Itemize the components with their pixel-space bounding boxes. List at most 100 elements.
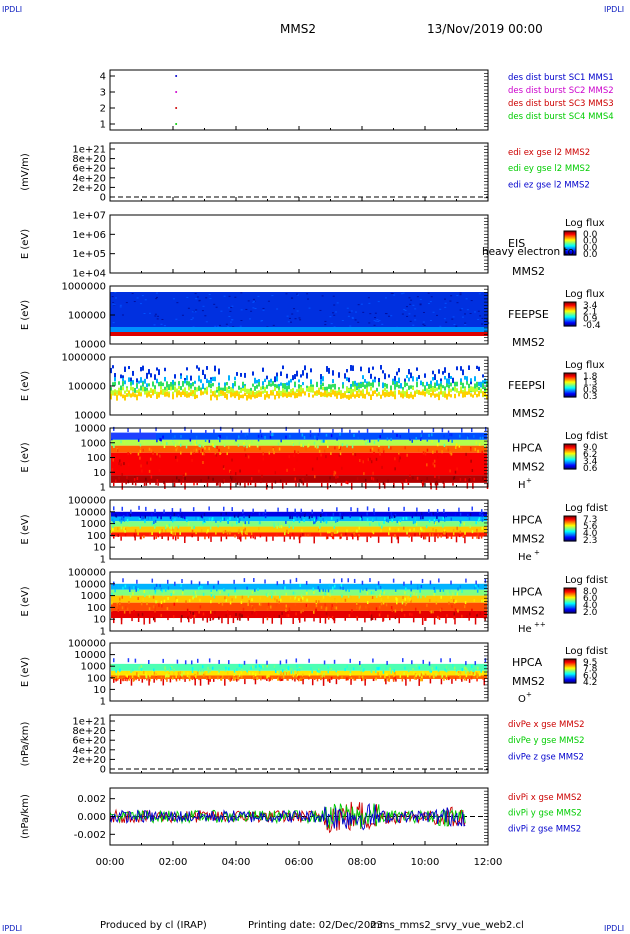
hpca-speck xyxy=(229,615,231,619)
hpca-speck xyxy=(416,584,419,588)
hpca-speck xyxy=(212,444,215,448)
hpca-speck xyxy=(186,674,189,678)
colorbar-cell xyxy=(564,373,576,376)
feepse-speck xyxy=(404,309,407,311)
colorbar-cell xyxy=(564,448,576,450)
hpca-speck xyxy=(287,677,289,681)
hpca-spike-low xyxy=(313,618,315,622)
feepsi-pixel xyxy=(250,390,252,396)
colorbar-tick-feepse: 0.9 xyxy=(583,314,598,324)
hpca-speck xyxy=(238,528,240,532)
hpca-spike xyxy=(295,577,298,582)
hpca-speck xyxy=(384,517,386,521)
ytick-label-hpca_he: 100000 xyxy=(68,496,106,507)
hpca-speck xyxy=(377,667,379,671)
hpca-speck xyxy=(438,519,440,523)
feepsi-pixel xyxy=(110,393,112,400)
hpca-speck xyxy=(303,436,306,440)
hpca-speck xyxy=(362,441,364,445)
hpca-speck xyxy=(162,435,164,439)
colorbar-cell xyxy=(564,311,576,313)
feepsi-pixel xyxy=(160,386,162,390)
colorbar-cell xyxy=(564,667,576,669)
feepsi-pixel xyxy=(238,385,240,390)
feepse-speck xyxy=(435,314,438,316)
feepsi-pixel xyxy=(164,392,166,397)
hpca-speck xyxy=(388,532,390,536)
hpca-speck xyxy=(126,607,129,611)
hpca-speck xyxy=(338,445,340,449)
hpca-speck xyxy=(181,615,183,619)
colorbar-tick-feepsi: 0.8 xyxy=(583,385,598,395)
feepse-speck xyxy=(296,310,299,312)
hpca-speck xyxy=(219,439,221,443)
hpca-speck xyxy=(137,596,139,600)
hpca-speck xyxy=(314,676,316,680)
feepsi-pixel xyxy=(146,383,148,388)
feepsi-pixel xyxy=(408,369,410,375)
ylabel-divpi: (nPa/km) xyxy=(20,794,31,839)
hpca-band xyxy=(111,445,487,453)
hpca-speck xyxy=(274,597,276,601)
feepsi-pixel xyxy=(312,386,314,393)
hpca-spike xyxy=(286,507,289,512)
feepsi-pixel xyxy=(394,376,396,382)
hpca-speck xyxy=(245,672,248,676)
hpca-speck xyxy=(229,517,231,521)
hpca-speck xyxy=(385,666,387,670)
colorbar-tick-hpca_o: 4.2 xyxy=(583,678,597,688)
hpca-speck xyxy=(243,515,245,519)
hpca-speck xyxy=(280,598,282,602)
colorbar-cell xyxy=(564,374,576,376)
feepsi-pixel xyxy=(398,384,400,389)
hpca-spike-low xyxy=(143,482,146,486)
hpca-speck xyxy=(464,667,467,671)
ylabel-feepse: E (eV) xyxy=(20,300,31,330)
hpca-speck xyxy=(403,672,405,676)
hpca-spike xyxy=(443,508,445,513)
feepsi-pixel xyxy=(444,386,446,391)
hpca-speck xyxy=(133,532,136,536)
hpca-speck xyxy=(201,448,204,452)
hpca-speck xyxy=(227,519,229,523)
hpca-speck xyxy=(295,598,297,602)
hpca-speck xyxy=(413,671,415,675)
hpca-speck xyxy=(433,459,436,463)
feepsi-pixel xyxy=(424,391,426,397)
hpca-spike-low xyxy=(357,536,359,541)
hpca-speck xyxy=(278,614,281,618)
hpca-speck xyxy=(214,444,216,448)
hpca-speck xyxy=(335,600,338,604)
hpca-spike xyxy=(392,430,394,435)
hpca-speck xyxy=(165,673,168,677)
hpca-speck xyxy=(477,673,479,677)
colorbar-tick-eis: 0.0 xyxy=(583,243,598,253)
hpca-speck xyxy=(458,444,461,448)
hpca-speck xyxy=(309,585,311,589)
hpca-speck xyxy=(180,481,183,485)
hpca-speck xyxy=(220,512,222,516)
hpca-spike-low xyxy=(229,482,232,490)
colorbar-cell xyxy=(564,516,576,518)
hpca-speck xyxy=(454,677,457,681)
hpca-speck xyxy=(148,469,151,473)
hpca-speck xyxy=(192,611,194,615)
hpca-speck xyxy=(144,515,147,519)
feepse-speck xyxy=(293,308,296,310)
hpca-speck xyxy=(155,600,157,604)
hpca-speck xyxy=(359,668,362,672)
feepsi-pixel xyxy=(208,380,210,384)
hpca-speck xyxy=(216,588,218,592)
hpca-speck xyxy=(246,432,249,436)
hpca-speck xyxy=(459,523,461,527)
colorbar-cell xyxy=(564,395,576,397)
hpca-speck xyxy=(143,440,146,444)
hpca-speck xyxy=(450,433,453,437)
hpca-speck xyxy=(112,442,114,446)
hpca-speck xyxy=(320,514,322,518)
hpca-speck xyxy=(311,515,313,519)
hpca-spike-low xyxy=(265,482,268,490)
ytick-label-hpca_he: 10 xyxy=(93,543,106,554)
hpca-speck xyxy=(168,674,170,678)
hpca-speck xyxy=(317,516,319,520)
